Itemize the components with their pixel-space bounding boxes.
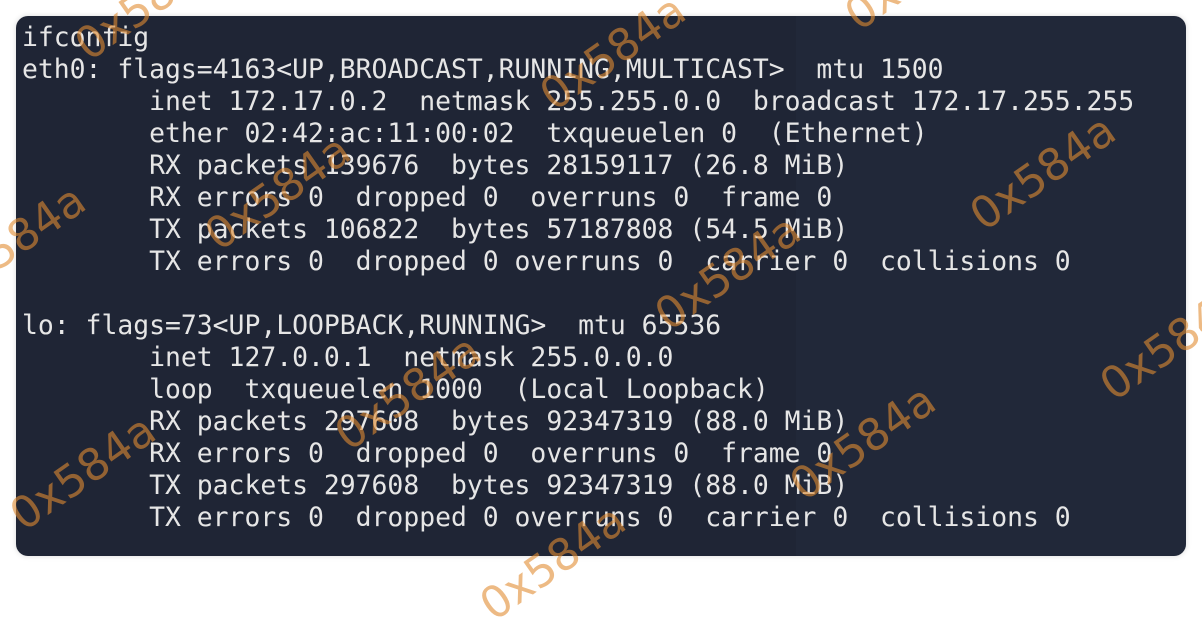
terminal-line: RX errors 0 dropped 0 overruns 0 frame 0 — [22, 182, 833, 213]
terminal-line — [22, 278, 1134, 310]
terminal-line: loop txqueuelen 1000 (Local Loopback) — [22, 374, 769, 405]
terminal-line: inet 127.0.0.1 netmask 255.0.0.0 — [22, 342, 674, 373]
terminal-line: eth0: flags=4163<UP,BROADCAST,RUNNING,MU… — [22, 54, 944, 85]
terminal-line: inet 172.17.0.2 netmask 255.255.0.0 broa… — [22, 86, 1135, 117]
terminal-line: ifconfig — [22, 22, 150, 53]
terminal-window[interactable]: ifconfig eth0: flags=4163<UP,BROADCAST,RU… — [16, 16, 1186, 556]
terminal-line: RX packets 297608 bytes 92347319 (88.0 M… — [22, 406, 849, 437]
terminal-line: TX packets 106822 bytes 57187808 (54.5 M… — [22, 214, 849, 245]
terminal-line: TX errors 0 dropped 0 overruns 0 carrier… — [22, 246, 1071, 277]
terminal-line: TX packets 297608 bytes 92347319 (88.0 M… — [22, 470, 849, 501]
terminal-output: ifconfig eth0: flags=4163<UP,BROADCAST,RU… — [22, 22, 1134, 534]
terminal-line: ether 02:42:ac:11:00:02 txqueuelen 0 (Et… — [22, 118, 928, 149]
terminal-line: TX errors 0 dropped 0 overruns 0 carrier… — [22, 502, 1071, 533]
terminal-line: lo: flags=73<UP,LOOPBACK,RUNNING> mtu 65… — [22, 310, 722, 341]
terminal-line: RX packets 139676 bytes 28159117 (26.8 M… — [22, 150, 849, 181]
terminal-line: RX errors 0 dropped 0 overruns 0 frame 0 — [22, 438, 833, 469]
